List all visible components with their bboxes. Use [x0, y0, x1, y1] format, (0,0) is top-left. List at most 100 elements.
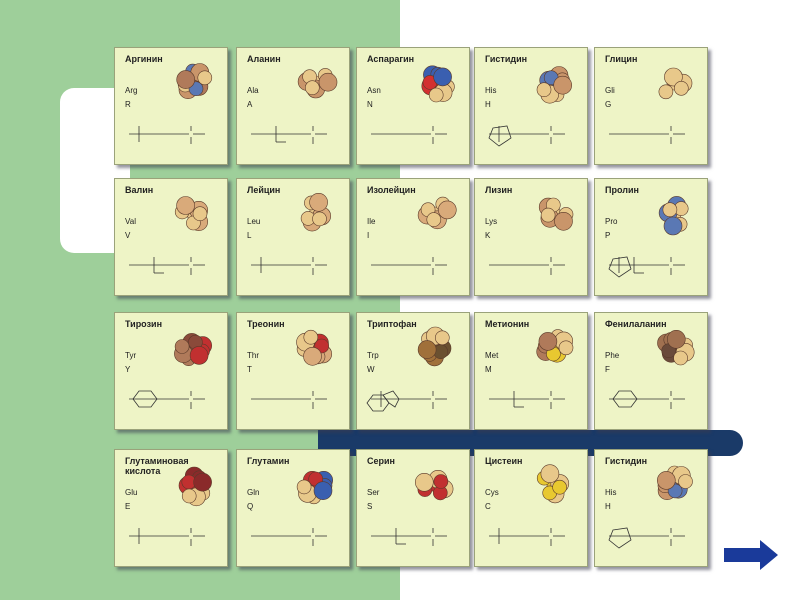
three-letter-code: Gln: [247, 488, 260, 497]
three-letter-code: Cys: [485, 488, 499, 497]
space-filling-model: [658, 196, 689, 236]
space-filling-model: [417, 326, 452, 367]
space-filling-model: [656, 465, 693, 501]
three-letter-code: Tyr: [125, 351, 137, 360]
one-letter-code: Q: [247, 502, 254, 511]
structural-formula: [251, 257, 327, 275]
amino-acid-card: Гистидин His H: [594, 449, 708, 567]
three-letter-code: Trp: [367, 351, 379, 360]
amino-acid-name: Цистеин: [485, 456, 523, 466]
structural-formula: [489, 257, 565, 275]
structural-formula: [608, 256, 685, 278]
structural-formula: [366, 390, 447, 412]
structural-formula: [129, 390, 205, 409]
three-letter-code: His: [605, 488, 617, 497]
space-filling-model: [536, 329, 574, 363]
space-filling-model: [536, 464, 570, 504]
amino-acid-name: Серин: [367, 456, 395, 466]
space-filling-model: [176, 63, 213, 100]
space-filling-model: [296, 329, 333, 366]
amino-acid-name: Гистидин: [485, 54, 528, 64]
three-letter-code: Pro: [605, 217, 618, 226]
one-letter-code: N: [367, 100, 373, 109]
three-letter-code: Thr: [247, 351, 259, 360]
amino-acid-name: Треонин: [247, 319, 285, 329]
one-letter-code: P: [605, 231, 611, 240]
amino-acid-name: Валин: [125, 185, 154, 195]
structural-formula: [251, 126, 327, 144]
three-letter-code: Gli: [605, 86, 615, 95]
amino-acid-card: Треонин Thr T: [236, 312, 350, 430]
amino-acid-card: Фенилаланин Phe F: [594, 312, 708, 430]
space-filling-model: [297, 68, 338, 99]
structural-formula: [609, 390, 685, 409]
three-letter-code: Asn: [367, 86, 381, 95]
space-filling-model: [657, 329, 695, 366]
amino-acid-card: Глутамин Gln Q: [236, 449, 350, 567]
three-letter-code: Phe: [605, 351, 620, 360]
amino-acid-name: Лизин: [485, 185, 513, 195]
amino-acid-card: Пролин Pro P: [594, 178, 708, 296]
structural-formula: [489, 391, 565, 409]
amino-acid-card: Лейцин Leu L: [236, 178, 350, 296]
structural-formula: [488, 125, 565, 147]
one-letter-code: T: [247, 365, 252, 374]
space-filling-model: [536, 66, 573, 104]
one-letter-code: K: [485, 231, 491, 240]
amino-acid-name: Глутаминовая кислота: [125, 456, 189, 476]
space-filling-model: [296, 470, 334, 505]
amino-acid-card: Тирозин Tyr Y: [114, 312, 228, 430]
amino-acid-card: Серин Ser S: [356, 449, 470, 567]
amino-acid-card: Аланин Ala A: [236, 47, 350, 165]
amino-acid-name: Аргинин: [125, 54, 163, 64]
one-letter-code: E: [125, 502, 131, 511]
structural-formula: [129, 528, 205, 546]
one-letter-code: S: [367, 502, 373, 511]
amino-acid-name: Аланин: [247, 54, 281, 64]
three-letter-code: Ile: [367, 217, 376, 226]
structural-formula: [251, 391, 327, 409]
amino-acid-name: Лейцин: [247, 185, 281, 195]
amino-acid-card: Глутаминовая кислота Glu E: [114, 449, 228, 567]
one-letter-code: L: [247, 231, 252, 240]
structural-formula: [609, 126, 685, 144]
one-letter-code: M: [485, 365, 492, 374]
amino-acid-name: Глицин: [605, 54, 638, 64]
one-letter-code: A: [247, 100, 253, 109]
amino-acid-card: Гистидин His H: [474, 47, 588, 165]
one-letter-code: G: [605, 100, 612, 109]
one-letter-code: W: [367, 365, 375, 374]
structural-formula: [371, 528, 447, 546]
amino-acid-card: Аргинин Arg R: [114, 47, 228, 165]
amino-acid-card: Метионин Met M: [474, 312, 588, 430]
space-filling-model: [421, 65, 455, 103]
amino-acid-name: Тирозин: [125, 319, 163, 329]
one-letter-code: F: [605, 365, 610, 374]
amino-acid-card: Лизин Lys K: [474, 178, 588, 296]
structural-formula: [371, 257, 447, 275]
structural-formula: [251, 528, 327, 546]
amino-acid-name: Пролин: [605, 185, 639, 195]
three-letter-code: Ala: [247, 86, 259, 95]
amino-acid-card: Изолейцин Ile I: [356, 178, 470, 296]
three-letter-code: Ser: [367, 488, 380, 497]
structural-formula: [608, 527, 685, 549]
next-arrow-icon[interactable]: [722, 538, 780, 572]
amino-acid-card: Триптофан Trp W: [356, 312, 470, 430]
three-letter-code: Val: [125, 217, 136, 226]
amino-acid-name: Фенилаланин: [605, 319, 667, 329]
amino-acid-card: Цистеин Cys C: [474, 449, 588, 567]
one-letter-code: H: [485, 100, 491, 109]
structural-formula: [371, 126, 447, 144]
one-letter-code: R: [125, 100, 131, 109]
one-letter-code: C: [485, 502, 491, 511]
amino-acid-card: Аспарагин Asn N: [356, 47, 470, 165]
amino-acid-name: Метионин: [485, 319, 530, 329]
three-letter-code: Arg: [125, 86, 138, 95]
three-letter-code: Met: [485, 351, 499, 360]
amino-acid-name: Изолейцин: [367, 185, 416, 195]
amino-acid-name: Триптофан: [367, 319, 417, 329]
amino-acid-name: Глутамин: [247, 456, 290, 466]
space-filling-model: [658, 67, 693, 100]
space-filling-model: [415, 469, 454, 501]
